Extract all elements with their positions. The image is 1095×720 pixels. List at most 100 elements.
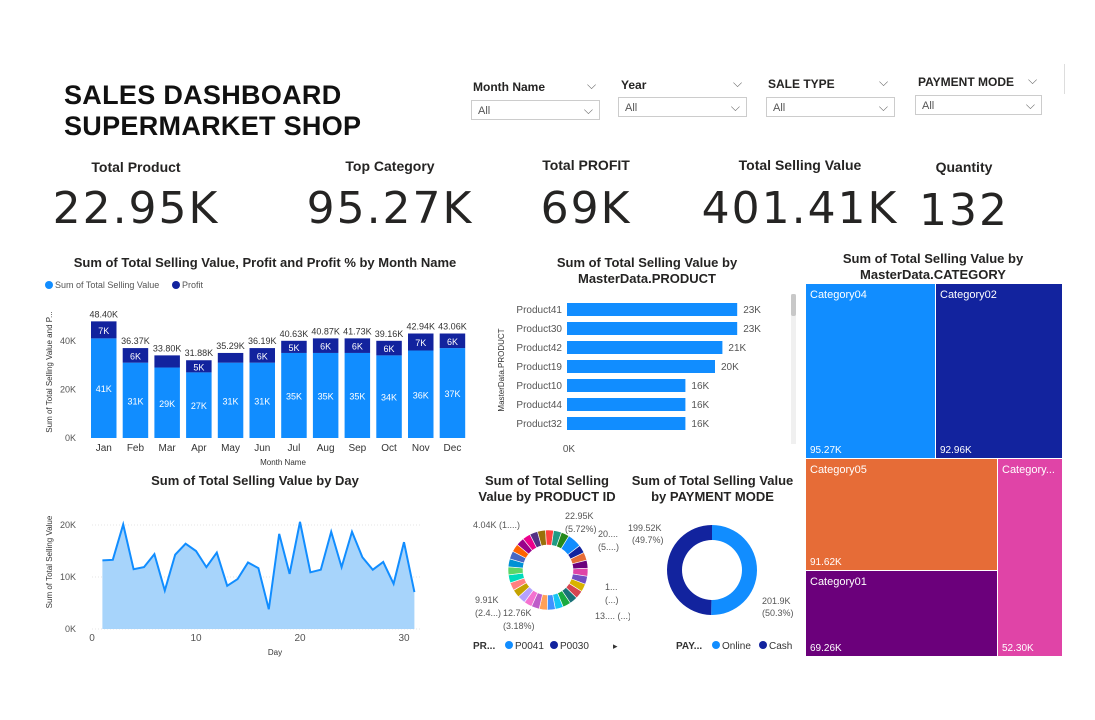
bar-selling-value[interactable] [408, 350, 434, 438]
x-tick-label: 10 [190, 633, 202, 644]
data-label: (3.18%) [503, 621, 535, 631]
chevron-down-icon[interactable]: ⌵ [1028, 73, 1038, 87]
slicer-month-dropdown[interactable]: All ⌵ [471, 100, 600, 120]
y-tick-label: 20K [60, 520, 76, 530]
legend-marker[interactable] [550, 641, 558, 649]
kpi-total-selling-value: 401.41K [701, 183, 899, 234]
legend-marker[interactable] [505, 641, 513, 649]
bar-profit[interactable] [186, 360, 212, 373]
data-label-profit: 6K [384, 344, 395, 354]
legend-label[interactable]: P0030 [560, 641, 589, 652]
bar-profit[interactable] [91, 321, 117, 339]
bar-profit[interactable] [122, 348, 149, 363]
donut-slice[interactable] [711, 525, 757, 615]
legend-next-arrow-icon[interactable]: ▸ [613, 641, 618, 651]
legend-marker-profit[interactable] [172, 281, 180, 289]
scrollbar-thumb[interactable] [791, 294, 796, 316]
bar-profit[interactable] [312, 338, 339, 353]
treemap-tile[interactable]: Category05 91.62K [806, 459, 997, 570]
x-tick-label: Jun [254, 443, 270, 454]
bar-product[interactable] [567, 379, 686, 392]
x-tick-label: Mar [159, 443, 177, 454]
legend-label[interactable]: P0041 [515, 641, 544, 652]
bar-product[interactable] [567, 341, 723, 354]
bar-profit[interactable] [249, 348, 276, 363]
slicer-payment-dropdown[interactable]: All ⌵ [915, 95, 1042, 115]
bar-profit[interactable] [154, 355, 180, 368]
bar-profit[interactable] [376, 340, 402, 356]
data-label-cash: 199.52K [628, 523, 662, 533]
data-label-online-pct: (50.3%) [762, 608, 794, 618]
y-tick-label: 0K [65, 624, 76, 634]
slicer-saletype-dropdown[interactable]: All ⌵ [766, 97, 895, 117]
y-axis-label: MasterData.PRODUCT [497, 328, 506, 411]
bar-selling-value[interactable] [217, 362, 244, 438]
legend-marker-selling[interactable] [45, 281, 53, 289]
line-series[interactable] [102, 520, 416, 610]
bar-selling-value[interactable] [439, 348, 466, 438]
kpi-total-product-label: Total Product [91, 159, 181, 175]
legend-label-profit[interactable]: Profit [182, 280, 204, 290]
treemap-tile[interactable]: Category02 92.96K [936, 284, 1062, 458]
bar-selling-value[interactable] [154, 367, 180, 438]
data-label-profit: 6K [352, 342, 363, 352]
data-label-total: 31.88K [185, 348, 214, 358]
bar-profit[interactable] [281, 340, 307, 353]
y-tick-label: Product32 [516, 419, 562, 430]
chevron-down-icon[interactable]: ⌵ [733, 76, 743, 90]
data-label-selling: 29K [159, 399, 175, 409]
bar-selling-value[interactable] [376, 355, 402, 438]
chevron-down-icon[interactable]: ⌵ [587, 78, 597, 92]
bar-product[interactable] [567, 398, 686, 411]
category-treemap[interactable]: Category04 95.27K Category02 92.96K Category… [806, 284, 1062, 656]
legend-label-selling[interactable]: Sum of Total Selling Value [55, 280, 159, 290]
bar-product[interactable] [567, 360, 715, 373]
monthly-chart[interactable]: Sum of Total Selling Value Profit Sum of T… [40, 272, 480, 472]
slicer-month-label: Month Name [473, 80, 545, 94]
treemap-tile[interactable]: Category04 95.27K [806, 284, 935, 458]
bar-selling-value[interactable] [91, 338, 117, 438]
y-axis-label: Sum of Total Selling Value and P... [45, 311, 54, 432]
bar-selling-value[interactable] [344, 352, 371, 438]
bar-selling-value[interactable] [122, 362, 149, 438]
data-label-total: 43.06K [438, 322, 467, 332]
donut-slice[interactable] [556, 531, 570, 550]
y-tick-label: Product41 [516, 305, 562, 316]
data-label-profit: 6K [320, 342, 331, 352]
x-tick-label: Feb [127, 443, 145, 454]
bar-selling-value[interactable] [186, 372, 212, 438]
bar-selling-value[interactable] [249, 362, 276, 438]
bar-profit[interactable] [439, 333, 466, 349]
productid-chart[interactable]: 4.04K (1....) 22.95K (5.72%) 20.... (5....) 1… [465, 505, 630, 655]
kpi-total-profit-value: 69K [540, 183, 632, 234]
donut-slice[interactable] [666, 525, 712, 615]
slicer-saletype-label: SALE TYPE [768, 77, 835, 91]
payment-chart[interactable]: 201.9K (50.3%) 199.52K (49.7%) PAY... Online C… [622, 505, 802, 655]
slicer-year-dropdown[interactable]: All ⌵ [618, 97, 747, 117]
legend-marker[interactable] [712, 641, 720, 649]
bar-product[interactable] [567, 417, 686, 430]
day-chart[interactable]: Sum of Total Selling Value 0K 10K 20K 0 10 20 3… [40, 490, 430, 662]
legend-label[interactable]: Cash [769, 641, 792, 652]
kpi-top-category-label: Top Category [345, 158, 435, 174]
bar-profit[interactable] [217, 352, 244, 363]
scrollbar-track[interactable] [791, 294, 796, 444]
bar-profit[interactable] [408, 333, 434, 351]
product-chart[interactable]: MasterData.PRODUCT Product41 23K Product30 2… [492, 290, 804, 460]
legend-marker[interactable] [759, 641, 767, 649]
bar-selling-value[interactable] [312, 352, 339, 438]
treemap-tile[interactable]: Category... 52.30K [998, 459, 1062, 656]
legend-label[interactable]: Online [722, 641, 751, 652]
kpi-quantity-value: 132 [919, 185, 1009, 236]
data-label-total: 36.19K [248, 336, 277, 346]
bar-profit[interactable] [344, 338, 371, 353]
treemap-category-label: Category05 [810, 464, 867, 476]
bar-product[interactable] [567, 303, 738, 316]
y-tick-label: 20K [60, 384, 76, 394]
bar-selling-value[interactable] [281, 352, 307, 438]
chevron-down-icon[interactable]: ⌵ [879, 75, 889, 89]
data-label-selling: 35K [318, 391, 334, 401]
bar-product[interactable] [567, 322, 738, 335]
treemap-tile[interactable]: Category01 69.26K [806, 571, 997, 656]
y-tick-label: 40K [60, 336, 76, 346]
